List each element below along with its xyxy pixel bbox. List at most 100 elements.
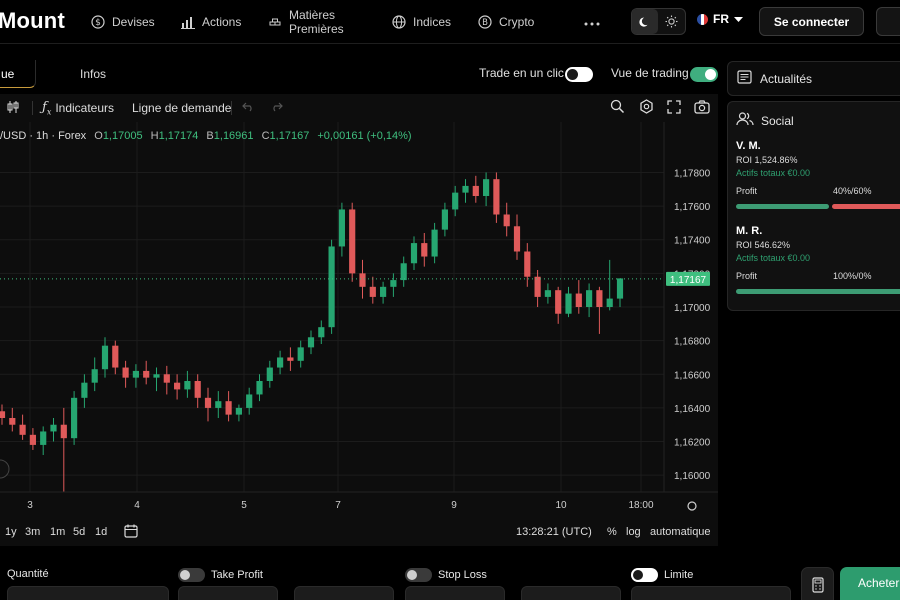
current-price-label: 1,17167 (670, 275, 707, 286)
theme-toggle[interactable] (631, 8, 686, 35)
switch-knob (705, 69, 716, 80)
limit-toggle[interactable]: Limite (631, 568, 693, 582)
profit-ratio: 100%/0% (833, 271, 872, 281)
chart-grid (0, 122, 664, 492)
more-button[interactable] (584, 0, 600, 44)
x-tick-label: 7 (335, 500, 341, 511)
one-click-trade-label: Trade en un clic (479, 66, 564, 80)
candles-icon (6, 100, 20, 117)
take-profit-input-1[interactable] (178, 586, 278, 600)
calculator-button[interactable] (801, 567, 834, 600)
zoom-search-button[interactable] (610, 94, 625, 122)
candle-body (91, 369, 98, 383)
candlestick-chart[interactable]: 1,16000 1,16200 1,16400 1,16600 1,16800 1,170… (0, 122, 718, 518)
profit-bar (736, 289, 900, 294)
nav-label: Indices (413, 15, 452, 29)
take-profit-input-2[interactable] (294, 586, 394, 600)
stop-loss-input-1[interactable] (405, 586, 505, 600)
trader-name: V. M. (736, 140, 761, 152)
nav-item-matieres-premieres[interactable]: Matières Premières (267, 0, 344, 44)
nav-item-actions[interactable]: Actions (180, 0, 241, 44)
candle-body (307, 337, 315, 348)
nav-label-line2: Premières (289, 22, 344, 36)
undo-button[interactable] (242, 94, 255, 122)
profit-row: Profit 40%/60% (736, 186, 900, 200)
tab-active[interactable]: ue (0, 60, 36, 88)
register-button[interactable] (876, 7, 900, 36)
nav-label: Crypto (499, 15, 535, 29)
x-tick-label: 4 (134, 500, 140, 511)
indicators-button[interactable]: ƒx Indicateurs (42, 94, 114, 122)
candle-body (575, 293, 582, 307)
symbol-label: /USD · 1h · Forex (0, 130, 87, 142)
ohlc-o-label: O (94, 130, 103, 142)
take-profit-switch[interactable] (178, 568, 205, 582)
trader-assets: Actifs totaux €0.00 (736, 168, 811, 178)
stop-loss-switch[interactable] (405, 568, 432, 582)
globe-icon (391, 14, 407, 30)
stop-loss-input-2[interactable] (521, 586, 621, 600)
sun-icon[interactable] (658, 9, 684, 34)
switch-knob (407, 570, 417, 580)
take-profit-toggle[interactable]: Take Profit (178, 568, 263, 582)
redo-button[interactable] (270, 94, 283, 122)
period-5d[interactable]: 5d (73, 526, 86, 538)
candle-body (544, 290, 551, 297)
nav-item-indices[interactable]: Indices (391, 0, 451, 44)
y-tick-label: 1,16600 (674, 370, 711, 381)
one-click-trade-switch[interactable] (565, 67, 593, 82)
quantity-label: Quantité (7, 568, 49, 580)
candle-type-button[interactable] (6, 94, 20, 122)
login-button[interactable]: Se connecter (759, 7, 864, 36)
language-selector[interactable]: FR (697, 12, 743, 26)
candle-body (410, 243, 418, 264)
candle-body (194, 381, 201, 398)
tab-infos[interactable]: Infos (80, 67, 107, 81)
utc-clock[interactable]: 13:28:21 (UTC) (516, 526, 592, 538)
nav-label: Devises (112, 15, 155, 29)
demand-line-button[interactable]: Ligne de demande (132, 101, 232, 115)
log-scale-button[interactable]: log (626, 526, 641, 538)
period-3m[interactable]: 3m (25, 526, 41, 538)
ohlc-high: 1,17174 (158, 130, 199, 142)
stop-loss-toggle[interactable]: Stop Loss (405, 568, 487, 582)
brand-logo[interactable]: Mount (0, 8, 65, 33)
scroll-to-start-button[interactable] (0, 459, 10, 479)
candle-body (225, 401, 232, 415)
candle-body (483, 179, 490, 196)
period-1y[interactable]: 1y (5, 526, 17, 538)
fullscreen-button[interactable] (667, 94, 681, 122)
screenshot-button[interactable] (694, 94, 710, 122)
candle-body (369, 286, 376, 297)
axis-settings-icon[interactable] (687, 501, 697, 511)
candle-body (71, 397, 78, 439)
date-range-button[interactable] (124, 518, 139, 546)
trader-card[interactable]: M. R. ROI 546.62% Actifs totaux €0.00 Pr… (736, 225, 900, 294)
news-card[interactable]: Actualités (727, 61, 900, 96)
period-1m[interactable]: 1m (50, 526, 66, 538)
buy-button[interactable]: Acheter (840, 567, 900, 600)
candle-body (452, 192, 459, 210)
percent-scale-button[interactable]: % (607, 526, 617, 538)
trader-card[interactable]: V. M. ROI 1,524.86% Actifs totaux €0.00 … (736, 140, 900, 209)
trading-view-switch[interactable] (690, 67, 718, 82)
quantity-input[interactable] (7, 586, 169, 600)
ohlc-change: +0,00161 (+0,14%) (317, 130, 412, 142)
candle-body (421, 243, 428, 257)
period-1d[interactable]: 1d (95, 526, 108, 538)
candle-body (586, 290, 593, 307)
candle-body (174, 382, 181, 390)
candle-body (101, 345, 109, 370)
candle-body (112, 345, 119, 368)
auto-scale-button[interactable]: automatique (650, 526, 711, 538)
chart-settings-button[interactable] (639, 94, 654, 122)
moon-icon[interactable] (632, 9, 658, 34)
limit-switch[interactable] (631, 568, 658, 582)
switch-knob (633, 570, 643, 580)
nav-item-devises[interactable]: $ Devises (90, 0, 155, 44)
nav-item-crypto[interactable]: B Crypto (477, 0, 534, 44)
nav-label-line1: Matières (289, 8, 336, 22)
trader-assets: Actifs totaux €0.00 (736, 253, 811, 263)
news-label: Actualités (760, 71, 813, 86)
limit-input[interactable] (631, 586, 791, 600)
